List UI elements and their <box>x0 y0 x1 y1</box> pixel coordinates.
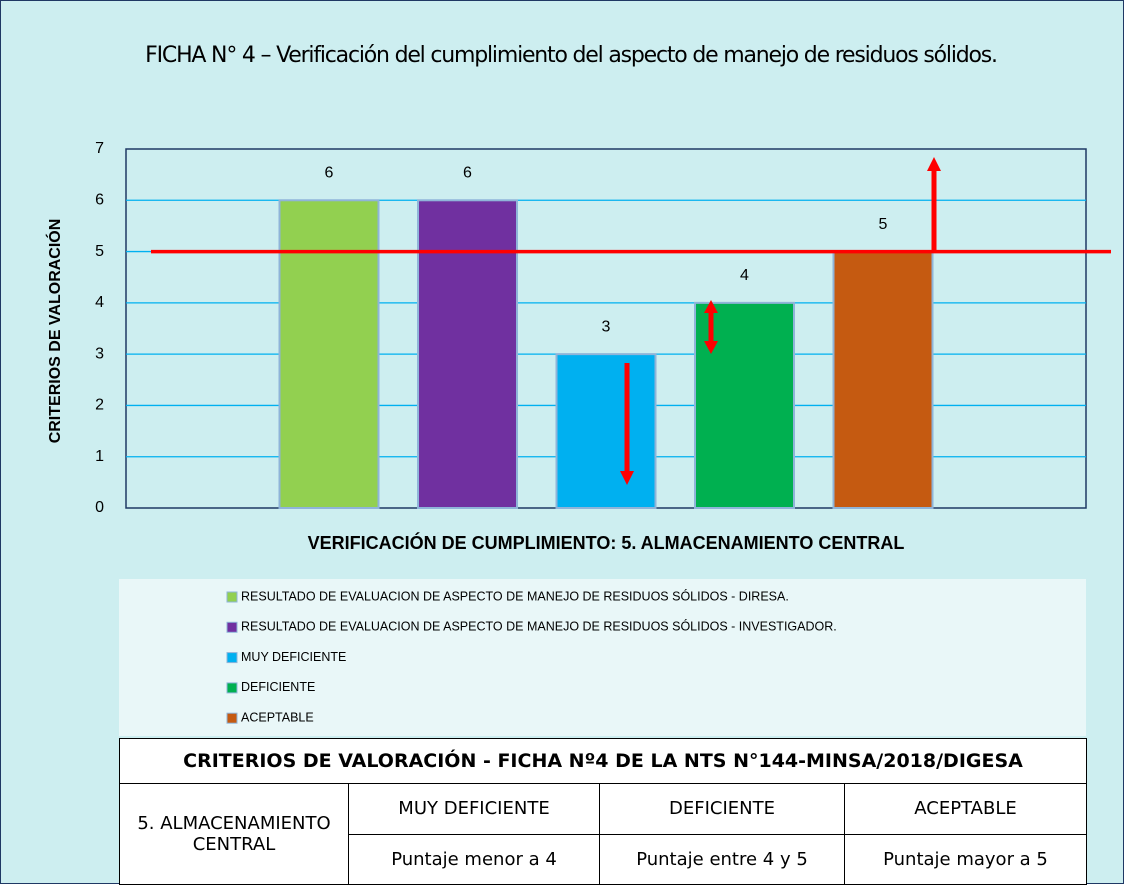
legend-label: MUY DEFICIENTE <box>241 650 346 664</box>
legend-swatch <box>226 682 238 694</box>
arrow-head <box>704 341 718 354</box>
y-tick-label: 6 <box>95 192 104 209</box>
legend-swatch <box>226 591 238 603</box>
legend-swatch <box>226 621 238 633</box>
y-tick-label: 3 <box>95 345 104 362</box>
table-cell: ACEPTABLE <box>844 783 1087 835</box>
arrow-head <box>927 157 941 171</box>
table-cell: MUY DEFICIENTE <box>348 783 600 835</box>
table-cell: Puntaje mayor a 5 <box>844 833 1087 885</box>
data-label: 3 <box>602 318 611 335</box>
legend-swatch <box>226 712 238 724</box>
table-cell: Puntaje entre 4 y 5 <box>599 833 845 885</box>
legend-label: RESULTADO DE EVALUACION DE ASPECTO DE MA… <box>241 588 789 603</box>
table-cell: 5. ALMACENAMIENTO CENTRAL <box>119 783 349 885</box>
marks: 0 1 2 3 4 5 6 7 6 6 3 4 5 <box>95 140 1111 516</box>
x-axis-title: VERIFICACIÓN DE CUMPLIMIENTO: 5. ALMACEN… <box>308 532 905 553</box>
legend-swatch <box>226 652 238 664</box>
bar <box>555 353 657 509</box>
table-title: CRITERIOS DE VALORACIÓN - FICHA Nº4 DE L… <box>119 738 1087 784</box>
legend-label: DEFICIENTE <box>241 680 315 694</box>
data-label: 6 <box>463 165 472 182</box>
criteria-table: CRITERIOS DE VALORACIÓN - FICHA Nº4 DE L… <box>119 738 1087 885</box>
y-tick-label: 4 <box>95 294 104 311</box>
table-cell: Puntaje menor a 4 <box>348 833 600 885</box>
data-label: 5 <box>879 216 888 233</box>
chart: CRITERIOS DE VALORACIÓN VERIFICACIÓN DE … <box>45 140 1111 724</box>
bar <box>832 250 934 509</box>
bar <box>417 199 518 510</box>
arrow-head <box>620 471 634 485</box>
y-tick-label: 5 <box>95 243 104 260</box>
y-tick-label: 7 <box>95 140 104 157</box>
data-label: 4 <box>740 267 749 284</box>
table-cell: DEFICIENTE <box>599 783 845 835</box>
arrow-head <box>704 300 718 313</box>
y-axis-title: CRITERIOS DE VALORACIÓN <box>45 219 64 444</box>
legend-label: RESULTADO DE EVALUACION DE ASPECTO DE MA… <box>241 619 837 634</box>
legend-label: ACEPTABLE <box>241 710 314 724</box>
y-tick-label: 2 <box>95 397 104 414</box>
chart-title: FICHA N° 4 – Verificación del cumplimien… <box>145 43 998 68</box>
bar <box>278 199 380 510</box>
y-tick-label: 1 <box>95 448 104 465</box>
arrows <box>620 157 941 485</box>
data-label: 6 <box>325 165 334 182</box>
legend-box <box>119 579 1086 736</box>
y-tick-label: 0 <box>95 499 104 516</box>
